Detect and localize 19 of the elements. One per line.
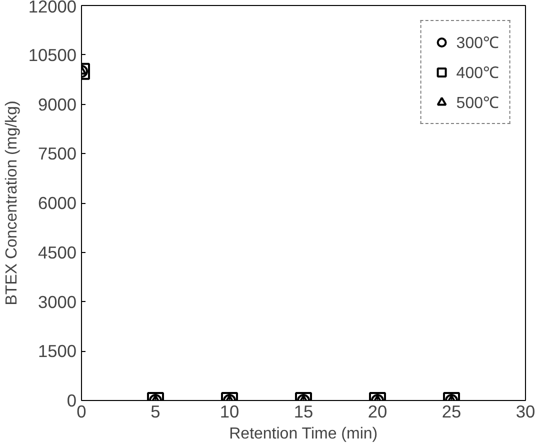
- x-tick-label: 30: [516, 402, 536, 422]
- legend-label: 500℃: [456, 94, 499, 113]
- y-tick-label: 4500: [38, 242, 77, 262]
- legend-label: 400℃: [456, 64, 499, 83]
- y-tick-label: 6000: [38, 193, 77, 213]
- y-tick-label: 7500: [38, 144, 77, 164]
- x-axis-title: Retention Time (min): [229, 426, 378, 442]
- x-tick-label: 15: [294, 402, 314, 422]
- y-tick-label: 1500: [38, 341, 77, 362]
- x-tick-label: 20: [368, 402, 388, 422]
- legend-label: 300℃: [456, 34, 499, 53]
- y-tick-label: 12000: [28, 0, 76, 16]
- y-tick-label: 10500: [28, 44, 76, 65]
- x-tick-label: 10: [220, 402, 240, 422]
- x-tick-label: 5: [150, 402, 160, 422]
- y-axis-title: BTEX Concentration (mg/kg): [3, 100, 20, 306]
- y-tick-label: 3000: [38, 292, 77, 312]
- x-tick-label: 25: [442, 402, 462, 422]
- y-tick-label: 9000: [38, 94, 77, 114]
